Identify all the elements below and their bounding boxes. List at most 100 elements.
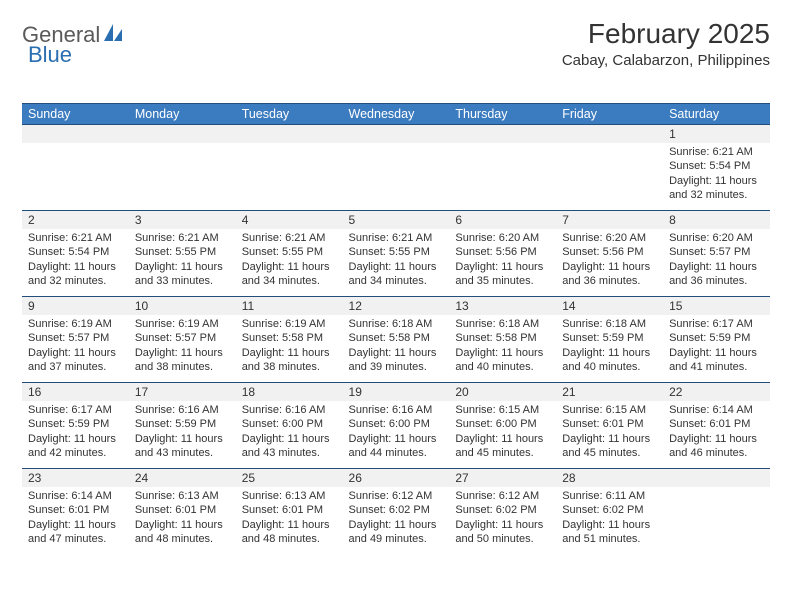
weekday-header: Saturday <box>663 104 770 125</box>
day-line: Daylight: 11 hours and 41 minutes. <box>669 346 764 375</box>
calendar-cell: 8Sunrise: 6:20 AMSunset: 5:57 PMDaylight… <box>663 211 770 297</box>
day-number: 28 <box>556 469 663 487</box>
day-content: Sunrise: 6:14 AMSunset: 6:01 PMDaylight:… <box>663 401 770 464</box>
day-number: 27 <box>449 469 556 487</box>
day-line: Daylight: 11 hours and 42 minutes. <box>28 432 123 461</box>
calendar-head: SundayMondayTuesdayWednesdayThursdayFrid… <box>22 104 770 125</box>
day-line: Daylight: 11 hours and 40 minutes. <box>562 346 657 375</box>
day-line: Sunrise: 6:20 AM <box>562 231 657 245</box>
day-number <box>236 125 343 143</box>
day-line: Daylight: 11 hours and 48 minutes. <box>135 518 230 547</box>
day-line: Daylight: 11 hours and 36 minutes. <box>562 260 657 289</box>
day-line: Sunrise: 6:12 AM <box>349 489 444 503</box>
day-number: 3 <box>129 211 236 229</box>
day-number: 21 <box>556 383 663 401</box>
calendar-row: 23Sunrise: 6:14 AMSunset: 6:01 PMDayligh… <box>22 469 770 555</box>
day-line: Daylight: 11 hours and 34 minutes. <box>242 260 337 289</box>
day-content: Sunrise: 6:18 AMSunset: 5:58 PMDaylight:… <box>343 315 450 378</box>
day-line: Daylight: 11 hours and 51 minutes. <box>562 518 657 547</box>
day-line: Sunset: 6:00 PM <box>455 417 550 431</box>
day-number <box>343 125 450 143</box>
calendar-cell <box>129 125 236 211</box>
day-line: Sunrise: 6:21 AM <box>135 231 230 245</box>
day-line: Sunset: 5:55 PM <box>349 245 444 259</box>
calendar-cell <box>343 125 450 211</box>
month-title: February 2025 <box>562 18 770 50</box>
day-number: 20 <box>449 383 556 401</box>
day-number: 19 <box>343 383 450 401</box>
day-number: 26 <box>343 469 450 487</box>
day-line: Sunrise: 6:12 AM <box>455 489 550 503</box>
day-line: Daylight: 11 hours and 38 minutes. <box>135 346 230 375</box>
day-line: Sunset: 5:59 PM <box>669 331 764 345</box>
day-number <box>22 125 129 143</box>
calendar-cell: 18Sunrise: 6:16 AMSunset: 6:00 PMDayligh… <box>236 383 343 469</box>
day-line: Sunset: 5:54 PM <box>669 159 764 173</box>
day-content: Sunrise: 6:11 AMSunset: 6:02 PMDaylight:… <box>556 487 663 550</box>
day-number: 6 <box>449 211 556 229</box>
day-line: Sunrise: 6:21 AM <box>349 231 444 245</box>
day-line: Sunset: 5:57 PM <box>28 331 123 345</box>
day-content: Sunrise: 6:15 AMSunset: 6:00 PMDaylight:… <box>449 401 556 464</box>
day-line: Daylight: 11 hours and 45 minutes. <box>562 432 657 461</box>
day-line: Sunset: 6:00 PM <box>349 417 444 431</box>
day-line: Daylight: 11 hours and 44 minutes. <box>349 432 444 461</box>
day-line: Daylight: 11 hours and 38 minutes. <box>242 346 337 375</box>
day-line: Sunset: 5:59 PM <box>135 417 230 431</box>
calendar-cell: 6Sunrise: 6:20 AMSunset: 5:56 PMDaylight… <box>449 211 556 297</box>
calendar-cell: 15Sunrise: 6:17 AMSunset: 5:59 PMDayligh… <box>663 297 770 383</box>
day-content: Sunrise: 6:18 AMSunset: 5:59 PMDaylight:… <box>556 315 663 378</box>
calendar-cell: 26Sunrise: 6:12 AMSunset: 6:02 PMDayligh… <box>343 469 450 555</box>
calendar-cell: 19Sunrise: 6:16 AMSunset: 6:00 PMDayligh… <box>343 383 450 469</box>
day-content: Sunrise: 6:20 AMSunset: 5:56 PMDaylight:… <box>449 229 556 292</box>
day-content: Sunrise: 6:16 AMSunset: 5:59 PMDaylight:… <box>129 401 236 464</box>
day-line: Sunset: 5:54 PM <box>28 245 123 259</box>
day-line: Sunrise: 6:18 AM <box>562 317 657 331</box>
calendar-cell: 2Sunrise: 6:21 AMSunset: 5:54 PMDaylight… <box>22 211 129 297</box>
weekday-header: Monday <box>129 104 236 125</box>
day-content: Sunrise: 6:16 AMSunset: 6:00 PMDaylight:… <box>343 401 450 464</box>
day-number: 18 <box>236 383 343 401</box>
weekday-header: Wednesday <box>343 104 450 125</box>
day-content: Sunrise: 6:18 AMSunset: 5:58 PMDaylight:… <box>449 315 556 378</box>
calendar-cell: 11 Sunrise: 6:19 AMSunset: 5:58 PMDayligh… <box>236 297 343 383</box>
logo-text-blue-wrap: Blue <box>28 42 72 68</box>
day-line: Sunset: 6:02 PM <box>349 503 444 517</box>
calendar-cell: 17Sunrise: 6:16 AMSunset: 5:59 PMDayligh… <box>129 383 236 469</box>
day-number: 23 <box>22 469 129 487</box>
calendar-cell <box>236 125 343 211</box>
day-content: Sunrise: 6:20 AMSunset: 5:57 PMDaylight:… <box>663 229 770 292</box>
calendar-cell: 7Sunrise: 6:20 AMSunset: 5:56 PMDaylight… <box>556 211 663 297</box>
day-line: Sunrise: 6:19 AM <box>242 317 337 331</box>
day-line: Sunrise: 6:15 AM <box>455 403 550 417</box>
day-line: Sunset: 5:55 PM <box>135 245 230 259</box>
calendar-cell: 23Sunrise: 6:14 AMSunset: 6:01 PMDayligh… <box>22 469 129 555</box>
day-content: Sunrise: 6:12 AMSunset: 6:02 PMDaylight:… <box>449 487 556 550</box>
day-line: Sunrise: 6:19 AM <box>28 317 123 331</box>
calendar-cell <box>663 469 770 555</box>
day-number: 9 <box>22 297 129 315</box>
day-line: Daylight: 11 hours and 33 minutes. <box>135 260 230 289</box>
day-line: Sunset: 5:58 PM <box>242 331 337 345</box>
day-number: 25 <box>236 469 343 487</box>
header: General February 2025 Cabay, Calabarzon,… <box>22 18 770 69</box>
day-line: Daylight: 11 hours and 43 minutes. <box>135 432 230 461</box>
day-line: Sunrise: 6:21 AM <box>242 231 337 245</box>
calendar-row: 9Sunrise: 6:19 AMSunset: 5:57 PMDaylight… <box>22 297 770 383</box>
day-content: Sunrise: 6:17 AMSunset: 5:59 PMDaylight:… <box>22 401 129 464</box>
location: Cabay, Calabarzon, Philippines <box>562 52 770 69</box>
day-line: Sunrise: 6:19 AM <box>135 317 230 331</box>
day-number: 11 <box>236 297 343 315</box>
day-line: Sunrise: 6:18 AM <box>455 317 550 331</box>
day-line: Daylight: 11 hours and 32 minutes. <box>28 260 123 289</box>
calendar-cell: 5Sunrise: 6:21 AMSunset: 5:55 PMDaylight… <box>343 211 450 297</box>
day-line: Sunset: 5:57 PM <box>669 245 764 259</box>
day-number: 1 <box>663 125 770 143</box>
day-content <box>22 143 129 149</box>
calendar-cell: 1Sunrise: 6:21 AMSunset: 5:54 PMDaylight… <box>663 125 770 211</box>
day-content: Sunrise: 6:20 AMSunset: 5:56 PMDaylight:… <box>556 229 663 292</box>
day-line: Daylight: 11 hours and 50 minutes. <box>455 518 550 547</box>
day-line: Sunset: 5:55 PM <box>242 245 337 259</box>
calendar-cell: 22Sunrise: 6:14 AMSunset: 6:01 PMDayligh… <box>663 383 770 469</box>
day-number: 17 <box>129 383 236 401</box>
